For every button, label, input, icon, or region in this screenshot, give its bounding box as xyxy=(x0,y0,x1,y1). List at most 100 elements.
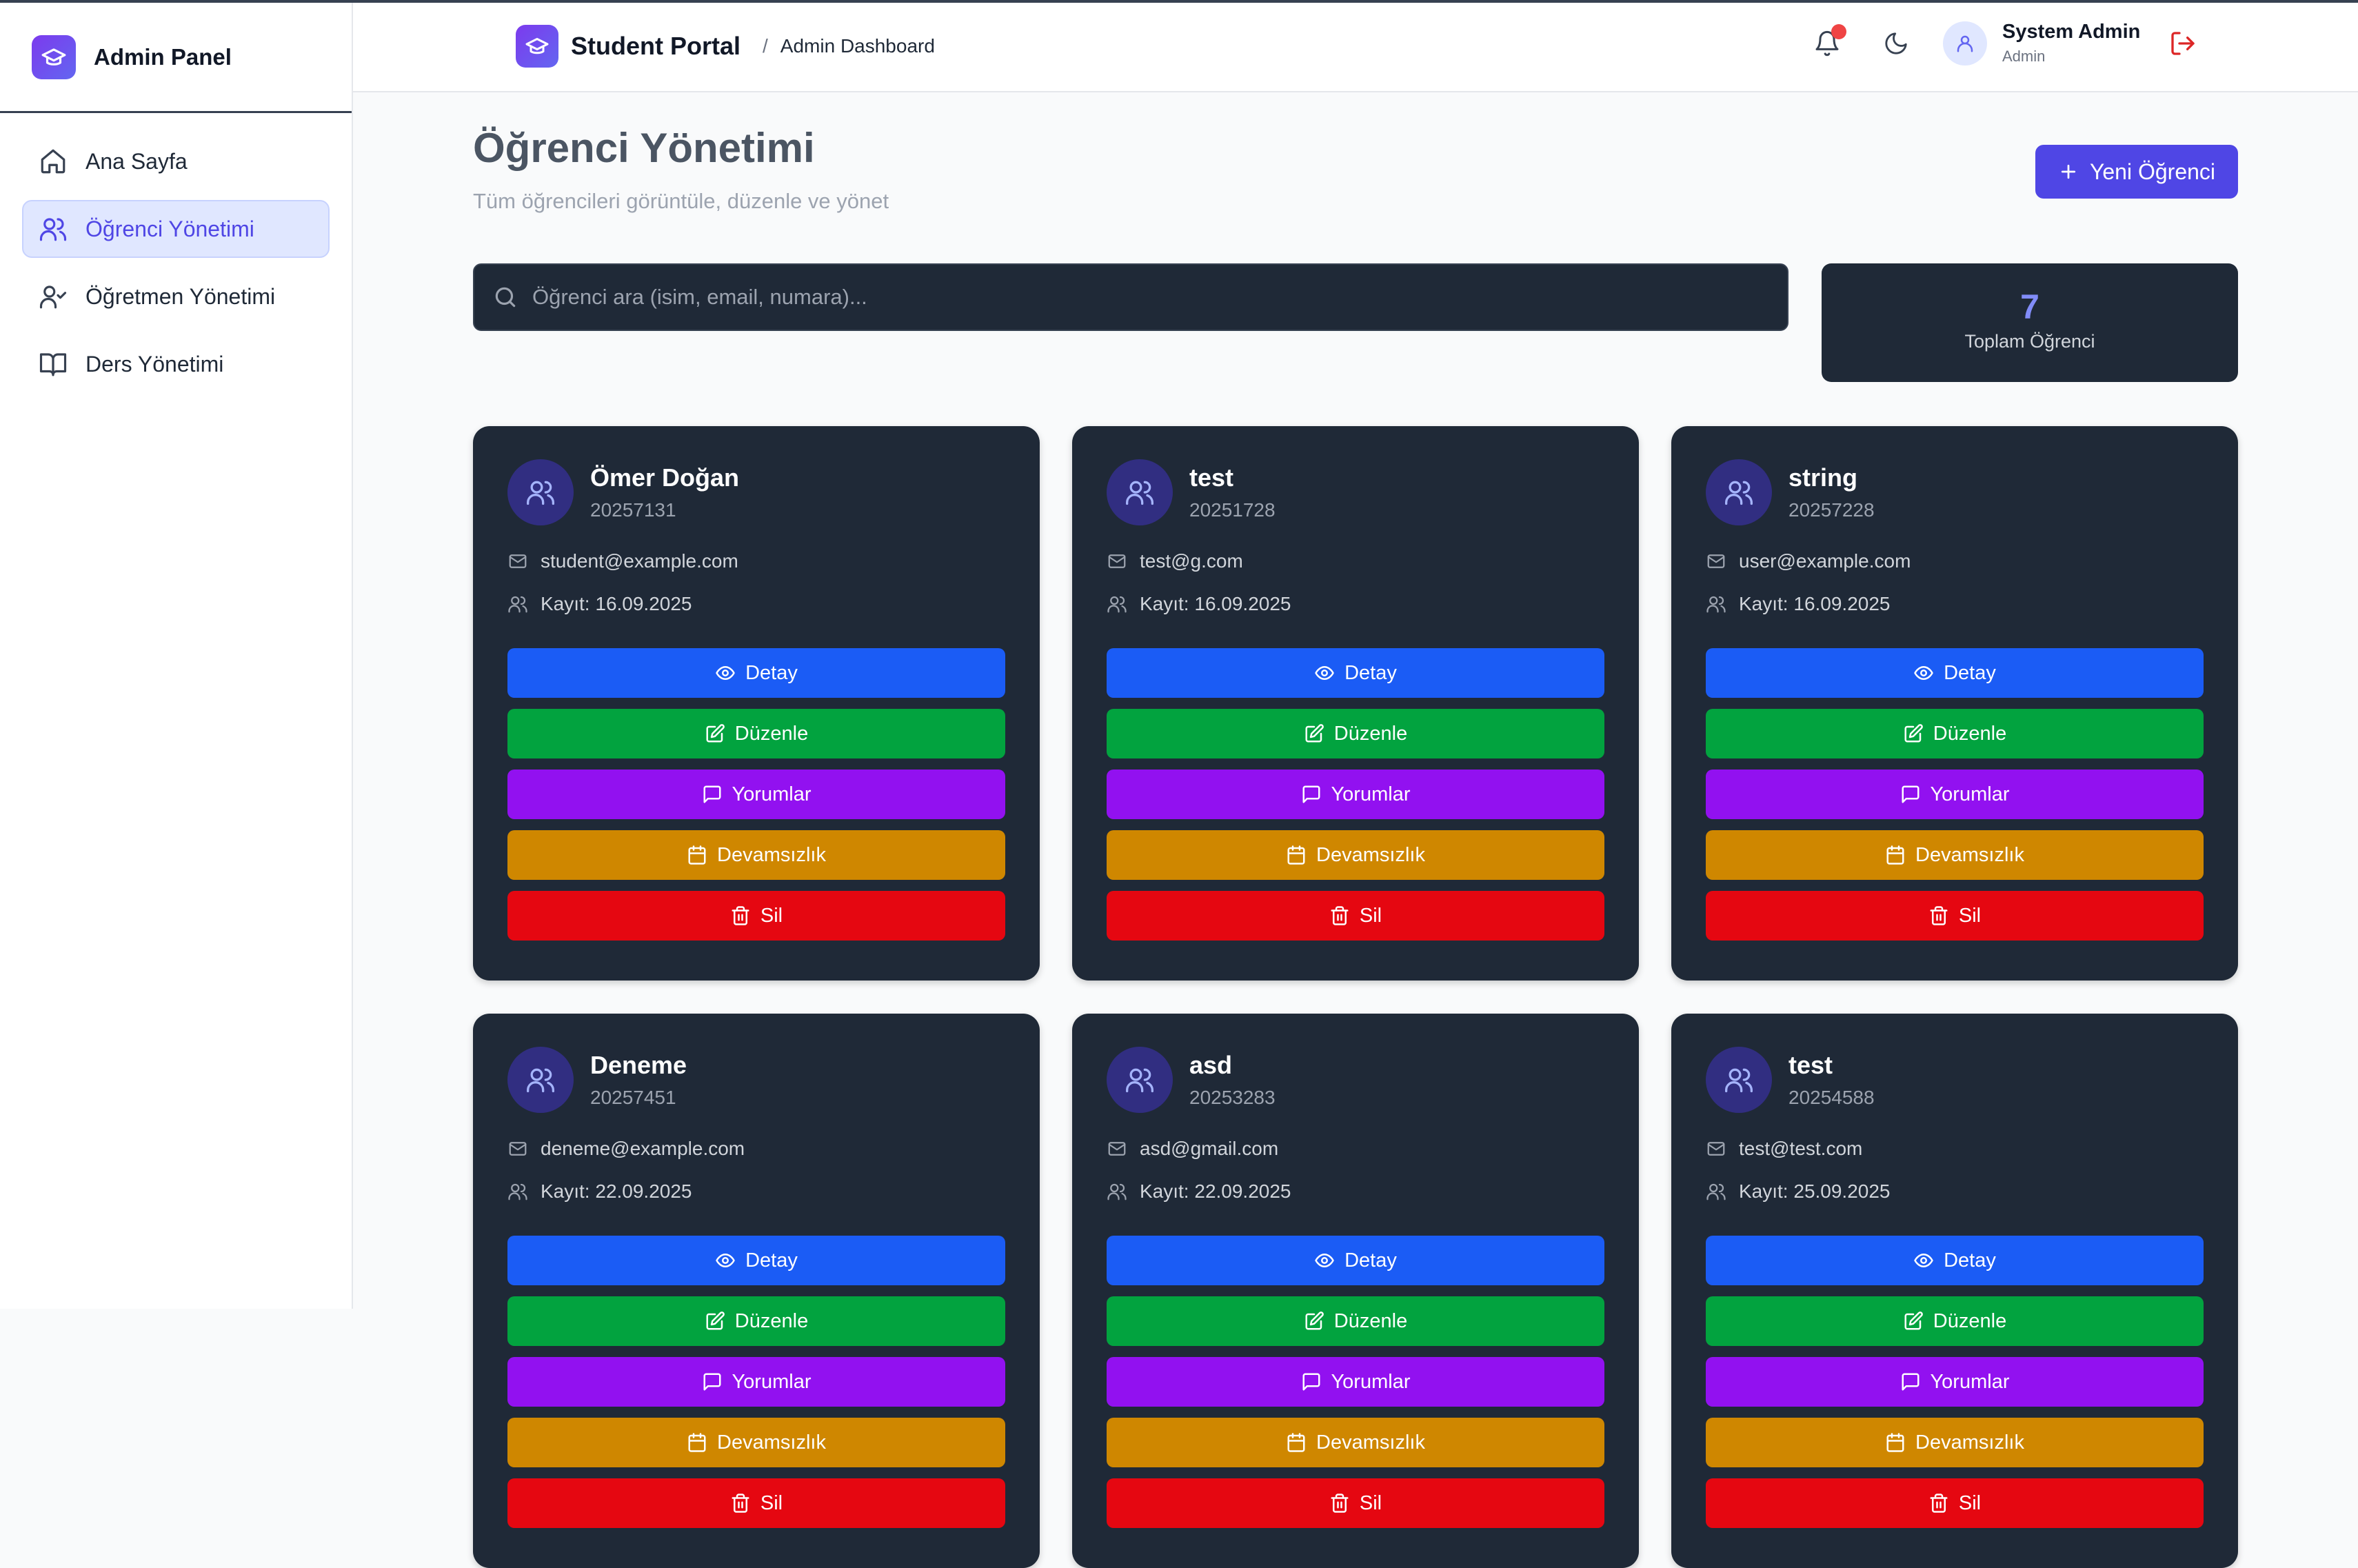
users-icon xyxy=(508,596,527,613)
edit-label: Düzenle xyxy=(1333,1309,1408,1332)
absence-button[interactable]: Devamsızlık xyxy=(507,1418,1005,1467)
student-number: 20257228 xyxy=(1788,499,1875,521)
edit-button[interactable]: Düzenle xyxy=(1107,1296,1604,1346)
delete-button[interactable]: Sil xyxy=(1706,1478,2204,1528)
comments-button[interactable]: Yorumlar xyxy=(507,770,1005,819)
absence-button[interactable]: Devamsızlık xyxy=(507,830,1005,880)
users-icon xyxy=(1126,481,1153,505)
student-number: 20257131 xyxy=(590,499,676,521)
edit-icon xyxy=(1904,1311,1923,1330)
edit-button[interactable]: Düzenle xyxy=(507,709,1005,758)
edit-icon xyxy=(1305,724,1324,743)
graduation-cap-icon xyxy=(516,25,558,68)
detail-button[interactable]: Detay xyxy=(1107,648,1604,698)
sidebar-item-teachers[interactable]: Öğretmen Yönetimi xyxy=(22,268,330,325)
sidebar-item-courses[interactable]: Ders Yönetimi xyxy=(22,335,330,393)
student-email: deneme@example.com xyxy=(541,1138,745,1159)
detail-button[interactable]: Detay xyxy=(1107,1236,1604,1285)
detail-button[interactable]: Detay xyxy=(1706,1236,2204,1285)
detail-label: Detay xyxy=(1944,1249,1996,1272)
comments-label: Yorumlar xyxy=(732,1370,812,1393)
user-check-icon xyxy=(39,285,67,309)
avatar xyxy=(1706,1047,1772,1113)
student-number: 20254588 xyxy=(1788,1087,1875,1108)
edit-button[interactable]: Düzenle xyxy=(1706,1296,2204,1346)
detail-label: Detay xyxy=(1944,661,1996,684)
student-card: Ömer Doğan 20257131 student@example.com … xyxy=(473,426,1040,981)
message-square-icon xyxy=(1302,785,1320,803)
users-icon xyxy=(39,218,67,241)
comments-label: Yorumlar xyxy=(1930,1370,2010,1393)
absence-button[interactable]: Devamsızlık xyxy=(1107,830,1604,880)
sidebar-nav: Ana Sayfa Öğrenci Yönetimi Öğretmen Yöne… xyxy=(0,113,352,422)
absence-button[interactable]: Devamsızlık xyxy=(1706,830,2204,880)
sidebar-brand-title: Admin Panel xyxy=(94,43,232,70)
card-actions: Detay Düzenle Yorumlar Devamsızlık Sil xyxy=(1706,648,2204,941)
student-registered: Kayıt: 22.09.2025 xyxy=(541,1180,692,1202)
detail-label: Detay xyxy=(1344,1249,1397,1272)
sidebar-item-students[interactable]: Öğrenci Yönetimi xyxy=(22,200,330,258)
delete-button[interactable]: Sil xyxy=(507,1478,1005,1528)
absence-label: Devamsızlık xyxy=(1316,843,1425,866)
delete-label: Sil xyxy=(1958,904,1982,927)
edit-button[interactable]: Düzenle xyxy=(1107,709,1604,758)
delete-button[interactable]: Sil xyxy=(1706,891,2204,941)
delete-button[interactable]: Sil xyxy=(1107,1478,1604,1528)
sidebar-item-label: Ana Sayfa xyxy=(85,148,188,174)
comments-button[interactable]: Yorumlar xyxy=(507,1357,1005,1407)
detail-button[interactable]: Detay xyxy=(507,1236,1005,1285)
comments-button[interactable]: Yorumlar xyxy=(1706,770,2204,819)
comments-label: Yorumlar xyxy=(1930,783,2010,805)
edit-button[interactable]: Düzenle xyxy=(1706,709,2204,758)
sidebar-item-label: Öğrenci Yönetimi xyxy=(85,216,254,241)
logout-icon xyxy=(2171,31,2195,55)
absence-button[interactable]: Devamsızlık xyxy=(1706,1418,2204,1467)
logout-button[interactable] xyxy=(2164,24,2202,63)
top-header: Student Portal / Admin Dashboard System … xyxy=(353,3,2358,92)
trash-icon xyxy=(1331,1494,1349,1513)
eye-icon xyxy=(716,666,735,680)
calendar-icon xyxy=(1287,845,1305,865)
edit-icon xyxy=(1904,724,1923,743)
absence-label: Devamsızlık xyxy=(1915,1431,2024,1454)
comments-button[interactable]: Yorumlar xyxy=(1706,1357,2204,1407)
student-email-row: test@test.com xyxy=(1706,1138,2204,1160)
users-icon xyxy=(1107,1183,1127,1200)
trash-icon xyxy=(1930,1494,1948,1513)
card-actions: Detay Düzenle Yorumlar Devamsızlık Sil xyxy=(1706,1236,2204,1528)
new-student-button[interactable]: Yeni Öğrenci xyxy=(2035,145,2238,199)
absence-label: Devamsızlık xyxy=(717,843,826,866)
users-icon xyxy=(527,481,554,505)
user-info: System Admin Admin xyxy=(2002,21,2140,66)
graduation-cap-icon xyxy=(32,34,76,79)
edit-label: Düzenle xyxy=(1933,1309,2007,1332)
user-name: System Admin xyxy=(2002,21,2141,43)
avatar xyxy=(507,1047,574,1113)
search-input[interactable] xyxy=(532,285,1760,310)
detail-button[interactable]: Detay xyxy=(507,648,1005,698)
absence-button[interactable]: Devamsızlık xyxy=(1107,1418,1604,1467)
mail-icon xyxy=(509,1142,527,1156)
detail-button[interactable]: Detay xyxy=(1706,648,2204,698)
avatar[interactable] xyxy=(1943,21,1987,66)
comments-label: Yorumlar xyxy=(1331,1370,1411,1393)
student-registered-row: Kayıt: 16.09.2025 xyxy=(507,593,1005,615)
comments-button[interactable]: Yorumlar xyxy=(1107,770,1604,819)
student-email-row: user@example.com xyxy=(1706,550,2204,572)
notifications-button[interactable] xyxy=(1808,23,1846,63)
card-header: test 20254588 xyxy=(1706,1047,2204,1113)
edit-button[interactable]: Düzenle xyxy=(507,1296,1005,1346)
delete-button[interactable]: Sil xyxy=(507,891,1005,941)
calendar-icon xyxy=(1287,1433,1305,1452)
header-title[interactable]: Student Portal xyxy=(571,32,741,60)
delete-label: Sil xyxy=(1958,1491,1982,1514)
student-registered: Kayıt: 22.09.2025 xyxy=(1140,1180,1291,1202)
sidebar-item-home[interactable]: Ana Sayfa xyxy=(22,132,330,190)
delete-button[interactable]: Sil xyxy=(1107,891,1604,941)
student-email: asd@gmail.com xyxy=(1140,1138,1279,1159)
edit-icon xyxy=(706,724,725,743)
theme-toggle-button[interactable] xyxy=(1877,24,1915,63)
search-bar xyxy=(473,263,1788,331)
comments-button[interactable]: Yorumlar xyxy=(1107,1357,1604,1407)
student-registered-row: Kayıt: 25.09.2025 xyxy=(1706,1180,2204,1203)
